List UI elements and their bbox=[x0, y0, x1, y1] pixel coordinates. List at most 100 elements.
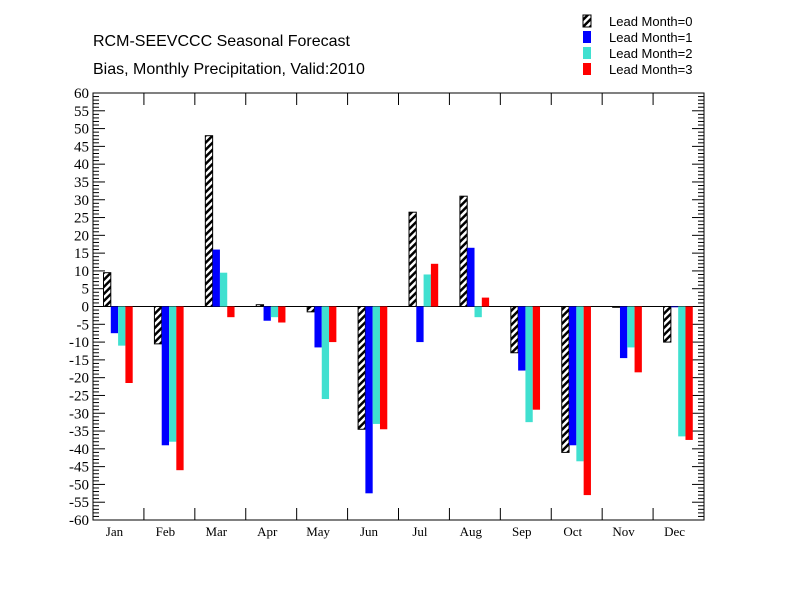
bar-mar-lead-3 bbox=[227, 306, 235, 318]
x-tick-label: Apr bbox=[257, 524, 278, 539]
x-tick-label: Jan bbox=[106, 524, 124, 539]
y-tick-label: 35 bbox=[74, 175, 89, 191]
y-tick-label: -35 bbox=[69, 424, 89, 440]
y-tick-label: 50 bbox=[74, 122, 89, 138]
bar-dec-lead-1 bbox=[670, 306, 679, 308]
bar-jul-lead-1 bbox=[416, 306, 424, 343]
bar-sep-lead-3 bbox=[532, 306, 541, 410]
bars bbox=[103, 135, 693, 496]
bar-mar-lead-1 bbox=[212, 249, 220, 307]
y-tick-labels: -60-55-50-45-40-35-30-25-20-15-10-505101… bbox=[69, 86, 89, 529]
bar-apr-lead-2 bbox=[270, 306, 279, 318]
bar-oct-lead-1 bbox=[569, 306, 577, 446]
x-tick-labels: Jan Feb Mar Apr May Jun Jul Aug Sep Oct Nov Dec bbox=[106, 524, 685, 539]
x-tick-label: Aug bbox=[460, 524, 483, 539]
legend-swatch bbox=[583, 63, 591, 75]
x-tick-label: Feb bbox=[156, 524, 176, 539]
legend-label: Lead Month=3 bbox=[609, 62, 692, 77]
bar-oct-lead-0 bbox=[561, 306, 570, 453]
y-tick-label: -45 bbox=[69, 460, 89, 476]
bar-apr-lead-3 bbox=[278, 306, 286, 323]
y-tick-label: -30 bbox=[69, 406, 89, 422]
y-tick-label: 10 bbox=[74, 264, 89, 280]
legend-label: Lead Month=1 bbox=[609, 30, 692, 45]
y-tick-label: -60 bbox=[69, 513, 89, 529]
y-tick-label: -40 bbox=[69, 442, 89, 458]
bar-jan-lead-2 bbox=[118, 306, 126, 346]
bar-mar-lead-2 bbox=[219, 272, 228, 307]
bar-jan-lead-3 bbox=[125, 306, 133, 384]
bar-mar-lead-0 bbox=[204, 135, 214, 307]
bar-jun-lead-1 bbox=[365, 306, 373, 494]
y-tick-label: -50 bbox=[69, 477, 89, 493]
x-tick-label: Sep bbox=[512, 524, 532, 539]
bar-feb-lead-2 bbox=[169, 306, 177, 442]
y-tick-label: -20 bbox=[69, 371, 89, 387]
y-tick-label: -25 bbox=[69, 388, 89, 404]
y-tick-label: -15 bbox=[69, 353, 89, 369]
bar-jul-lead-0 bbox=[408, 211, 417, 307]
x-tick-label: Mar bbox=[205, 524, 227, 539]
bar-apr-lead-0 bbox=[255, 304, 265, 307]
bar-aug-lead-2 bbox=[474, 306, 482, 318]
y-tick-label: 5 bbox=[82, 282, 90, 298]
bar-dec-lead-3 bbox=[685, 306, 693, 440]
axis-ticks bbox=[93, 92, 704, 521]
y-tick-label: 15 bbox=[74, 246, 89, 262]
bar-sep-lead-2 bbox=[525, 306, 533, 423]
y-tick-label: 45 bbox=[74, 139, 89, 155]
y-tick-label: -5 bbox=[77, 317, 90, 333]
legend-label: Lead Month=0 bbox=[609, 14, 692, 29]
bar-jan-lead-0 bbox=[103, 272, 112, 307]
legend-label: Lead Month=2 bbox=[609, 46, 692, 61]
bar-sep-lead-0 bbox=[510, 306, 519, 354]
y-tick-label: 30 bbox=[74, 193, 89, 209]
bar-oct-lead-3 bbox=[583, 306, 591, 496]
x-tick-label: Jun bbox=[360, 524, 379, 539]
legend-swatch bbox=[583, 31, 591, 43]
x-tick-label: Oct bbox=[563, 524, 582, 539]
bar-may-lead-0 bbox=[306, 306, 315, 313]
bar-aug-lead-1 bbox=[467, 247, 475, 307]
y-tick-label: 60 bbox=[74, 86, 89, 102]
x-tick-label: Jul bbox=[412, 524, 428, 539]
bar-feb-lead-1 bbox=[161, 306, 170, 446]
chart-subtitle: Bias, Monthly Precipitation, Valid:2010 bbox=[93, 61, 365, 78]
y-tick-label: 0 bbox=[82, 300, 90, 316]
bar-apr-lead-1 bbox=[263, 306, 271, 321]
legend-swatch bbox=[582, 14, 592, 28]
bar-feb-lead-3 bbox=[176, 306, 184, 471]
legend-swatch bbox=[583, 47, 591, 59]
bar-may-lead-2 bbox=[321, 306, 330, 400]
bar-jun-lead-3 bbox=[379, 306, 388, 430]
bar-oct-lead-2 bbox=[576, 306, 584, 462]
y-tick-label: -55 bbox=[69, 495, 89, 511]
bar-jun-lead-2 bbox=[372, 306, 380, 424]
bar-sep-lead-1 bbox=[518, 306, 526, 371]
bar-dec-lead-0 bbox=[663, 306, 672, 343]
bar-nov-lead-0 bbox=[612, 306, 621, 308]
x-tick-label: May bbox=[306, 524, 330, 539]
bar-may-lead-3 bbox=[329, 306, 337, 343]
bar-nov-lead-1 bbox=[619, 306, 628, 359]
bar-jul-lead-2 bbox=[423, 274, 431, 307]
y-tick-label: -10 bbox=[69, 335, 89, 351]
bar-aug-lead-3 bbox=[481, 297, 490, 307]
bar-jun-lead-0 bbox=[357, 306, 366, 430]
bar-may-lead-1 bbox=[314, 306, 322, 348]
x-tick-label: Nov bbox=[612, 524, 635, 539]
bar-jul-lead-3 bbox=[430, 263, 439, 307]
bar-jan-lead-1 bbox=[110, 306, 119, 334]
bar-dec-lead-2 bbox=[678, 306, 686, 437]
bar-nov-lead-3 bbox=[634, 306, 642, 373]
chart-title: RCM-SEEVCCC Seasonal Forecast bbox=[93, 33, 351, 50]
y-tick-label: 25 bbox=[74, 211, 89, 227]
x-tick-label: Dec bbox=[664, 524, 685, 539]
y-tick-label: 55 bbox=[74, 104, 89, 120]
bar-feb-lead-0 bbox=[153, 306, 163, 345]
y-tick-label: 40 bbox=[74, 157, 89, 173]
y-tick-label: 20 bbox=[74, 228, 89, 244]
bar-nov-lead-2 bbox=[627, 306, 635, 348]
